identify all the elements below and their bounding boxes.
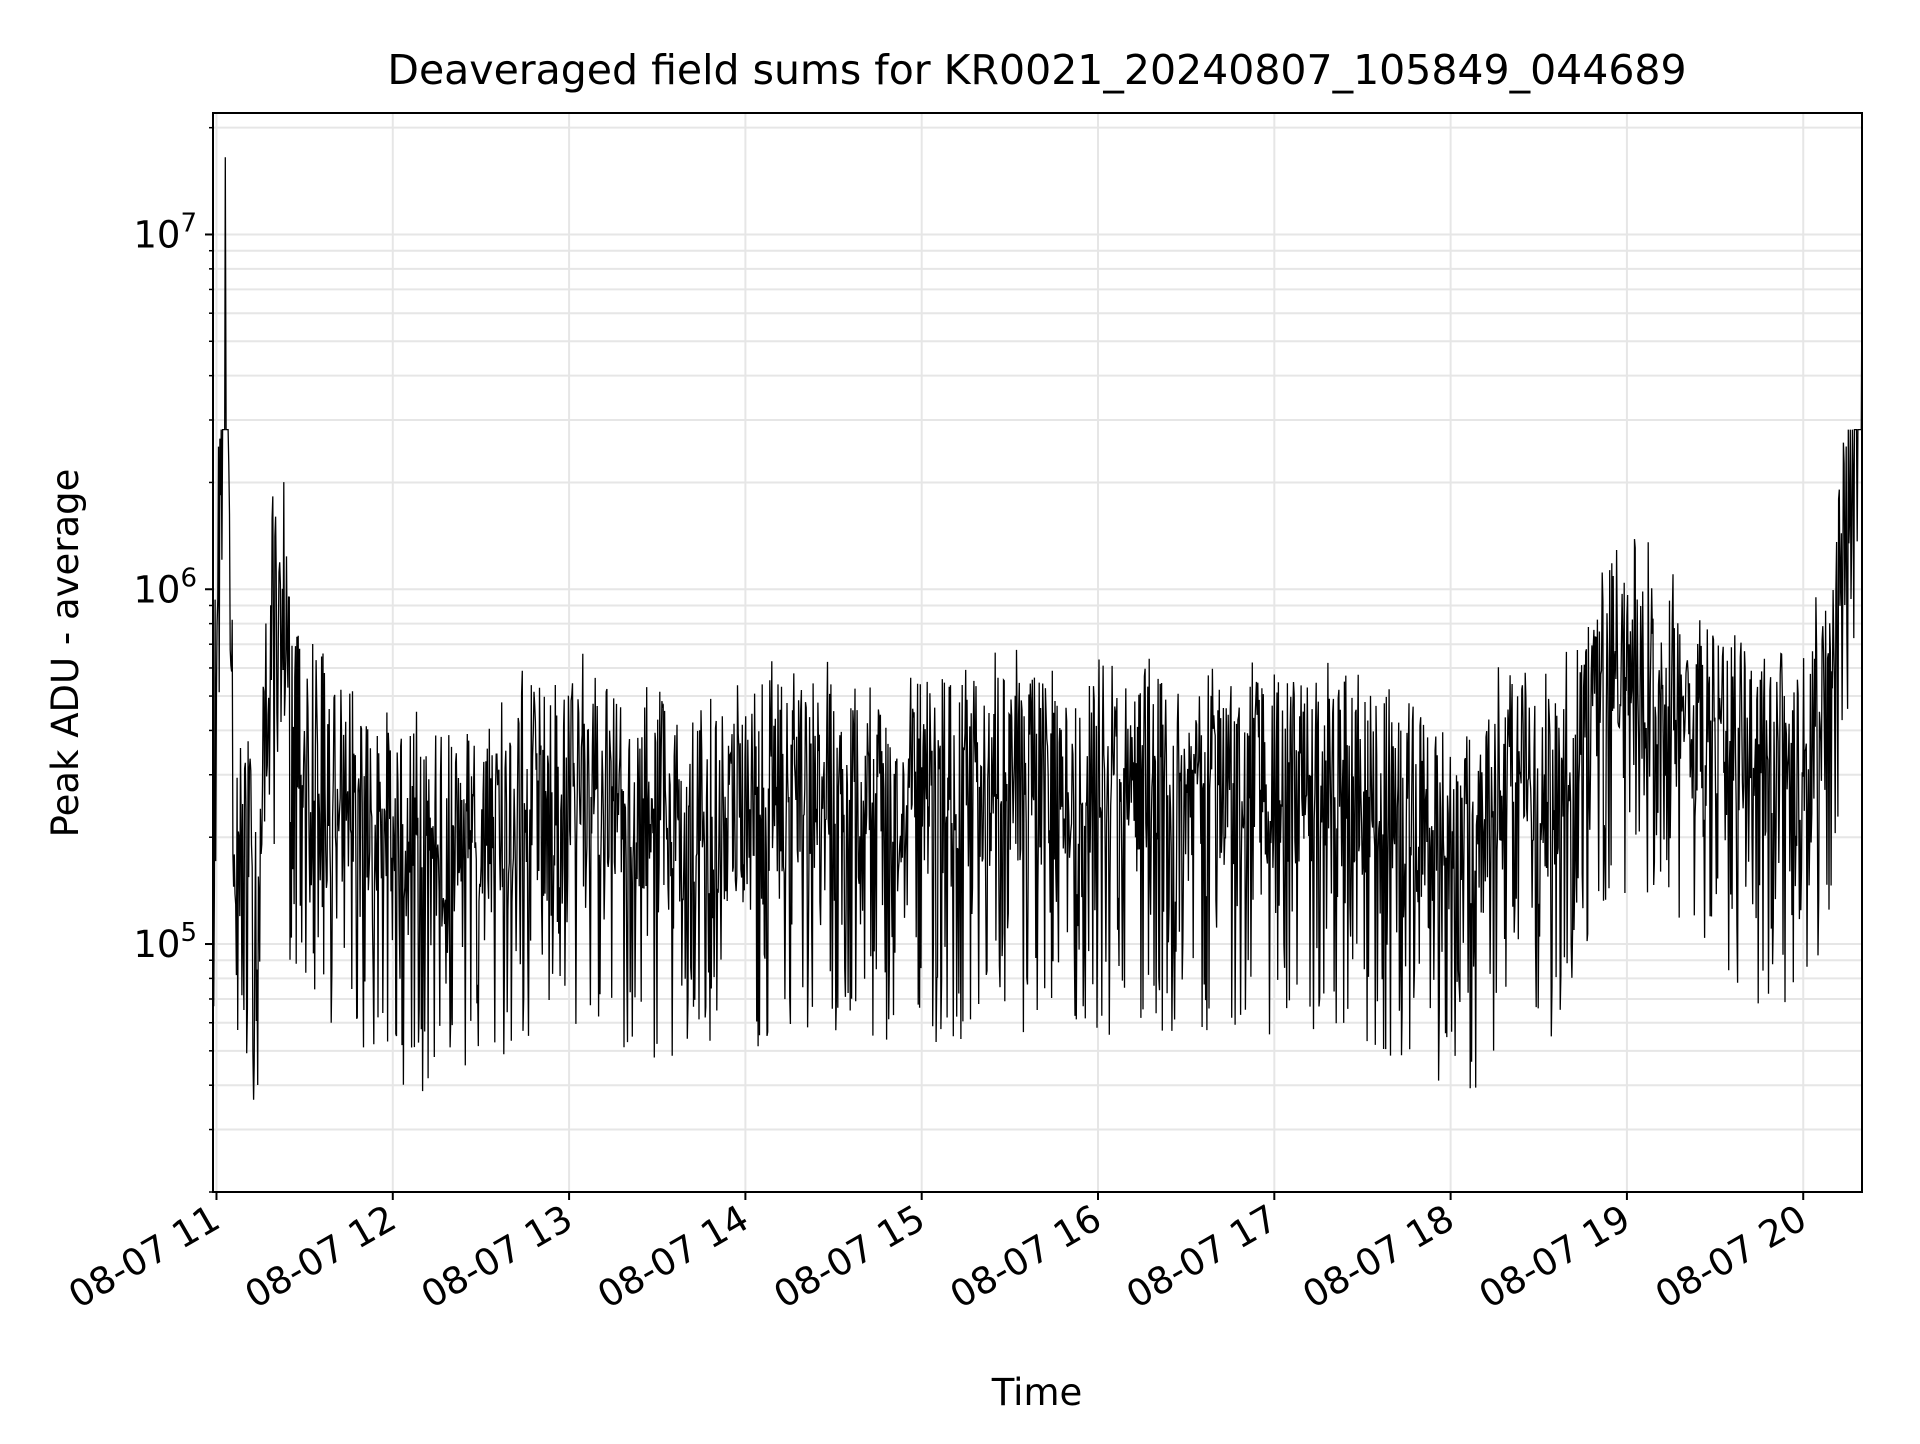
data-layer [212, 157, 1863, 1100]
x-axis-label: Time [991, 1371, 1083, 1414]
chart-title: Deaveraged field sums for KR0021_2024080… [387, 46, 1686, 94]
y-tick-label: 105 [133, 918, 197, 966]
y-tick-label: 106 [133, 563, 197, 611]
plot-frame [212, 112, 1863, 1193]
series-line [212, 157, 1863, 1100]
y-tick-label: 107 [133, 208, 197, 256]
y-axis-label: Peak ADU - average [44, 469, 87, 838]
